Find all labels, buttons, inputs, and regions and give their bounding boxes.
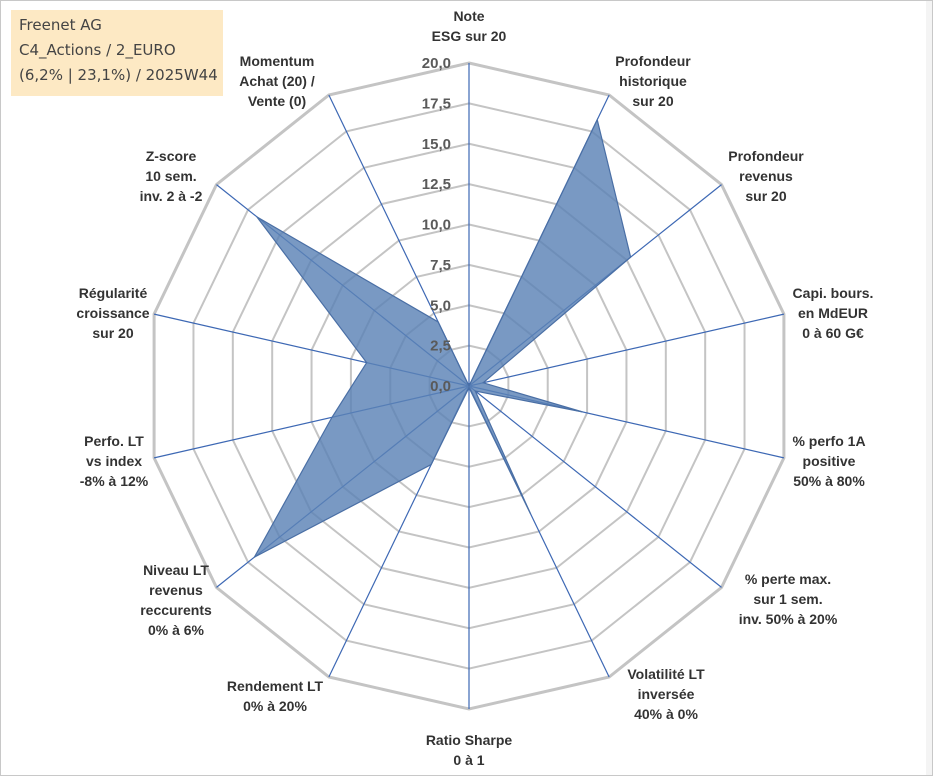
axis-label: Régularité croissance sur 20 — [76, 285, 149, 341]
tick-label: 15,0 — [422, 136, 451, 153]
axis-label: Note ESG sur 20 — [432, 8, 507, 44]
tick-label: 7,5 — [430, 257, 451, 274]
info-category: C4_Actions / 2_EURO — [19, 41, 176, 59]
axis-label: % perte max. sur 1 sem. inv. 50% à 20% — [739, 571, 838, 627]
tick-label: 0,0 — [430, 378, 451, 395]
tick-label: 2,5 — [430, 338, 451, 355]
axis-spoke — [468, 313, 785, 387]
window-edge — [926, 1, 932, 775]
tick-label: 17,5 — [422, 95, 451, 112]
axis-label: Ratio Sharpe 0 à 1 — [426, 732, 513, 768]
axis-label: Momentum Achat (20) / Vente (0) — [239, 53, 315, 109]
axis-label: Perfo. LT vs index -8% à 12% — [80, 433, 149, 489]
data-series-area — [252, 117, 632, 559]
axis-label: Z-score 10 sem. inv. 2 à -2 — [140, 148, 203, 204]
axis-label: Profondeur revenus sur 20 — [728, 148, 804, 204]
axis-spoke — [468, 385, 722, 588]
axis-label: Capi. bours. en MdEUR 0 à 60 G€ — [793, 285, 874, 341]
info-stats: (6,2% | 23,1%) / 2025W44 — [19, 66, 218, 84]
tick-label: 20,0 — [422, 55, 451, 72]
tick-label: 5,0 — [430, 297, 451, 314]
info-box: Freenet AG C4_Actions / 2_EURO (6,2% | 2… — [11, 10, 223, 96]
axis-label: % perfo 1A positive 50% à 80% — [792, 433, 865, 489]
axis-label: Volatilité LT inversée 40% à 0% — [627, 666, 705, 722]
axis-label: Rendement LT 0% à 20% — [227, 678, 324, 714]
axis-label: Niveau LT revenus reccurents 0% à 6% — [140, 562, 212, 638]
info-company: Freenet AG — [19, 16, 102, 34]
tick-label: 12,5 — [422, 176, 451, 193]
tick-label: 10,0 — [422, 217, 451, 234]
axis-label: Profondeur historique sur 20 — [615, 53, 691, 109]
